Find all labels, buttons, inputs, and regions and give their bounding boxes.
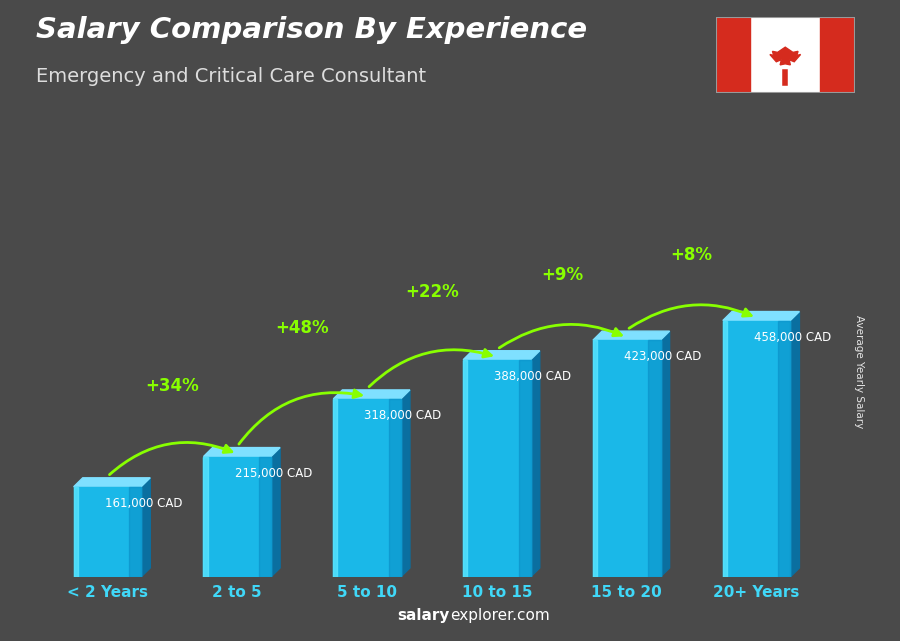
Polygon shape (531, 351, 540, 577)
Bar (74, 487, 141, 577)
Bar (723, 320, 790, 577)
Text: 388,000 CAD: 388,000 CAD (494, 370, 572, 383)
Text: Average Yearly Salary: Average Yearly Salary (854, 315, 865, 428)
Text: +22%: +22% (405, 283, 459, 301)
Text: +9%: +9% (541, 265, 583, 284)
Polygon shape (400, 390, 410, 577)
Text: Salary Comparison By Experience: Salary Comparison By Experience (36, 16, 587, 44)
Bar (778, 320, 790, 577)
Bar (464, 360, 531, 577)
Bar (464, 360, 467, 577)
Text: +48%: +48% (275, 319, 329, 337)
Text: 458,000 CAD: 458,000 CAD (754, 331, 832, 344)
Bar (259, 456, 271, 577)
Text: 161,000 CAD: 161,000 CAD (104, 497, 183, 510)
Text: +34%: +34% (146, 377, 199, 395)
Bar (74, 487, 77, 577)
Polygon shape (141, 478, 150, 577)
Bar (648, 340, 661, 577)
Polygon shape (271, 447, 280, 577)
Text: salary: salary (398, 608, 450, 623)
Text: 423,000 CAD: 423,000 CAD (625, 351, 701, 363)
Text: +8%: +8% (670, 246, 713, 264)
Text: explorer.com: explorer.com (450, 608, 550, 623)
Bar (129, 487, 141, 577)
Bar (593, 340, 597, 577)
Bar (203, 456, 208, 577)
Polygon shape (203, 447, 280, 456)
Polygon shape (333, 390, 410, 399)
Text: 318,000 CAD: 318,000 CAD (364, 409, 442, 422)
Bar (820, 17, 855, 93)
Text: Emergency and Critical Care Consultant: Emergency and Critical Care Consultant (36, 67, 426, 87)
Polygon shape (790, 312, 799, 577)
Text: 215,000 CAD: 215,000 CAD (235, 467, 312, 480)
Polygon shape (770, 47, 801, 65)
Polygon shape (723, 312, 799, 320)
Polygon shape (74, 478, 150, 487)
Bar (333, 399, 400, 577)
Bar (593, 340, 661, 577)
Polygon shape (661, 331, 670, 577)
Bar (723, 320, 727, 577)
Bar (389, 399, 400, 577)
Bar (203, 456, 271, 577)
Bar (333, 399, 338, 577)
Polygon shape (593, 331, 670, 340)
Bar (716, 17, 751, 93)
Polygon shape (464, 351, 540, 360)
Bar (518, 360, 531, 577)
